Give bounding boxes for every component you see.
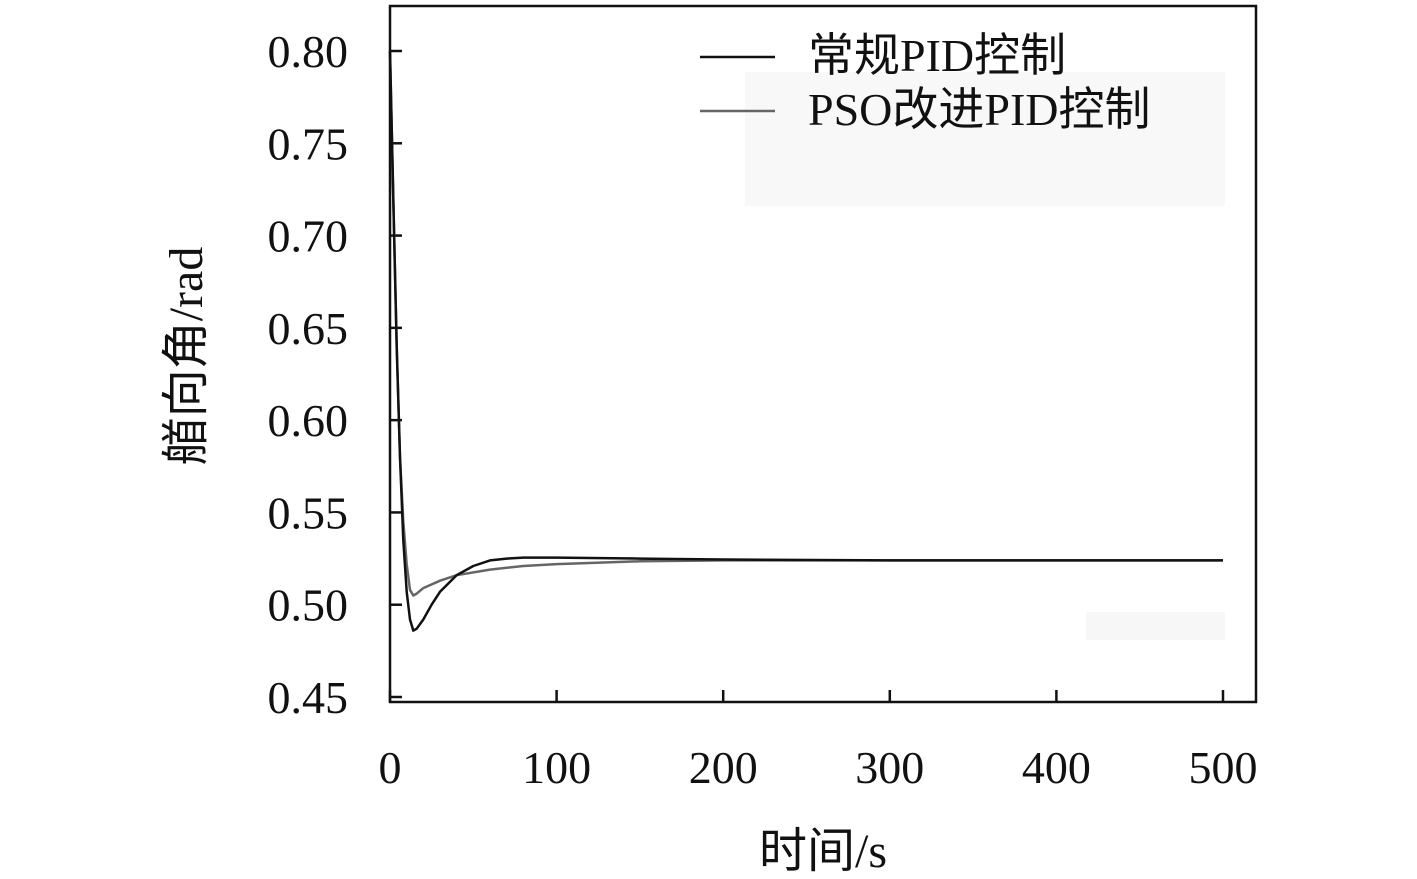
x-tick-label: 300 bbox=[855, 742, 924, 793]
tick-labels: 0 100 200 300 400 500 0.45 0.50 0.55 0.60 0.65 0.70… bbox=[268, 26, 1258, 793]
y-tick-label: 0.75 bbox=[268, 118, 349, 169]
y-tick-label: 0.45 bbox=[268, 672, 349, 723]
x-tick-label: 0 bbox=[379, 742, 402, 793]
y-tick-label: 0.80 bbox=[268, 26, 349, 77]
x-tick-label: 100 bbox=[522, 742, 591, 793]
series-lines bbox=[388, 50, 1223, 632]
x-tick-label: 400 bbox=[1022, 742, 1091, 793]
y-tick-label: 0.60 bbox=[268, 395, 349, 446]
y-axis-label: 艏向角/rad bbox=[160, 247, 213, 466]
series-line bbox=[388, 50, 1223, 632]
y-tick-label: 0.70 bbox=[268, 211, 349, 262]
faint-patch bbox=[1086, 612, 1225, 640]
y-tick-label: 0.55 bbox=[268, 487, 349, 538]
faint-patch bbox=[745, 72, 1225, 206]
x-axis-label: 时间/s bbox=[759, 825, 887, 878]
plot-frame bbox=[388, 4, 1258, 704]
legend-label: 常规PID控制 bbox=[808, 30, 1066, 81]
legend-label: PSO改进PID控制 bbox=[808, 84, 1151, 135]
x-tick-label: 500 bbox=[1189, 742, 1258, 793]
y-tick-label: 0.50 bbox=[268, 580, 349, 631]
faint-background-patches bbox=[745, 72, 1225, 640]
x-tick-label: 200 bbox=[689, 742, 758, 793]
y-tick-label: 0.65 bbox=[268, 303, 349, 354]
